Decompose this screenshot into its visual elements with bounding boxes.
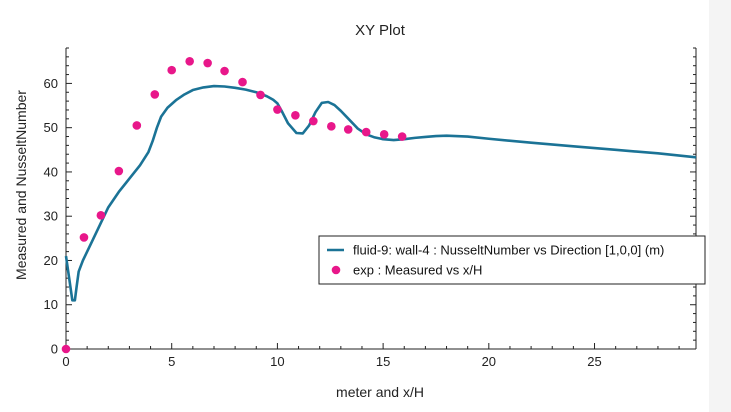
data-point-measured xyxy=(238,77,247,87)
data-point-measured xyxy=(291,110,300,120)
data-point-measured xyxy=(132,121,142,130)
x-tick-label: 15 xyxy=(376,354,390,369)
legend-box xyxy=(318,235,706,285)
data-point-measured xyxy=(114,166,124,176)
y-tick-label: 60 xyxy=(44,76,58,91)
x-tick-label: 5 xyxy=(168,354,175,369)
x-axis-label: meter and x/H xyxy=(336,384,424,400)
data-point-measured xyxy=(256,90,265,100)
data-point-measured xyxy=(203,58,212,68)
data-point-measured xyxy=(61,344,71,354)
chart-title: XY Plot xyxy=(355,22,406,39)
data-point-measured xyxy=(361,127,371,137)
y-tick-label: 40 xyxy=(44,164,58,179)
data-point-measured xyxy=(220,66,229,76)
scrollbar-track[interactable] xyxy=(709,0,731,412)
x-tick-label: 25 xyxy=(587,354,601,369)
data-point-measured xyxy=(79,233,89,242)
y-tick-label: 0 xyxy=(51,342,58,357)
series-layer xyxy=(61,56,697,354)
x-tick-label: 0 xyxy=(62,354,69,369)
legend: fluid-9: wall-4 : NusseltNumber vs Direc… xyxy=(318,235,706,285)
x-tick-label: 10 xyxy=(270,354,284,369)
axes: 0 5 10 15 20 25 0 10 20 30 40 50 60 xyxy=(44,47,697,369)
y-axis-label: Measured and NusseltNumber xyxy=(13,90,29,280)
y-tick-label: 10 xyxy=(44,297,58,312)
data-point-measured xyxy=(185,56,194,66)
series-line-nusselt xyxy=(64,84,697,302)
data-point-measured xyxy=(167,65,177,75)
y-tick-label: 50 xyxy=(44,120,58,135)
y-tick-label: 30 xyxy=(44,209,58,224)
legend-entry-nusselt: fluid-9: wall-4 : NusseltNumber vs Direc… xyxy=(353,243,664,258)
data-point-measured xyxy=(309,116,318,126)
x-tick-label: 20 xyxy=(482,354,496,369)
y-tick-label: 20 xyxy=(44,253,58,268)
data-point-measured xyxy=(96,211,106,220)
data-point-measured xyxy=(397,132,407,141)
data-point-measured xyxy=(343,125,353,134)
legend-entry-measured: exp : Measured vs x/H xyxy=(353,263,482,278)
data-point-measured xyxy=(150,90,160,99)
legend-marker-swatch xyxy=(331,265,341,275)
data-point-measured xyxy=(273,105,282,114)
data-point-measured xyxy=(327,122,336,131)
data-point-measured xyxy=(379,130,389,139)
